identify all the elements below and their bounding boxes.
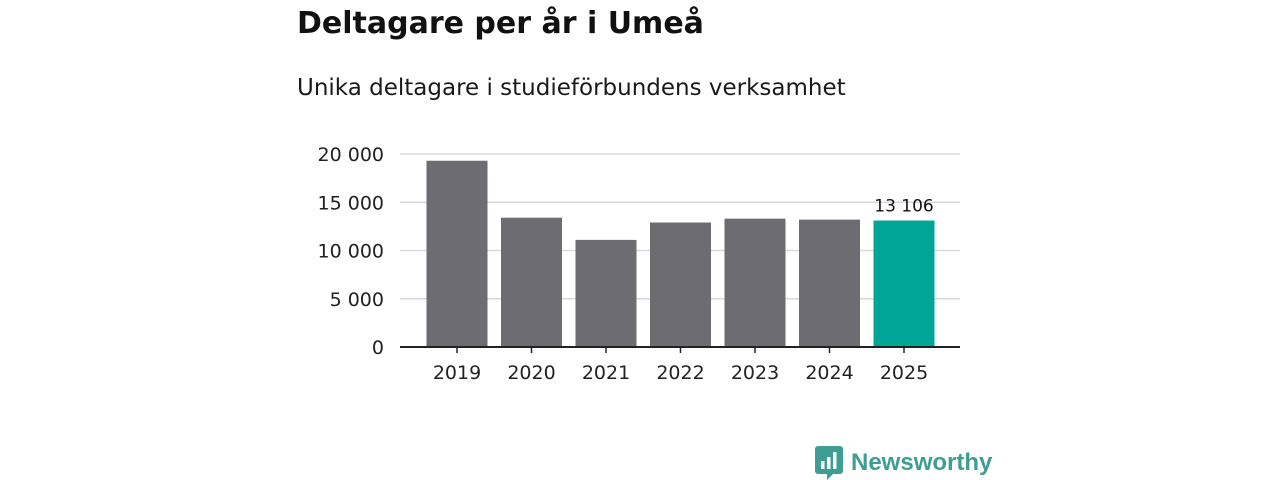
y-axis-ticks: 0 5 000 10 000 15 000 20 000 bbox=[318, 144, 384, 359]
y-tick-label: 15 000 bbox=[318, 192, 384, 214]
x-tick-label: 2024 bbox=[805, 362, 853, 384]
x-tick-label: 2020 bbox=[507, 362, 555, 384]
bar-2024[interactable] bbox=[799, 219, 860, 347]
bars bbox=[426, 160, 935, 347]
bar-2019[interactable] bbox=[426, 160, 488, 347]
newsworthy-logo[interactable]: Newsworthy bbox=[815, 446, 992, 480]
bar-2020[interactable] bbox=[501, 217, 562, 347]
bar-2023[interactable] bbox=[724, 218, 786, 347]
y-tick-label: 10 000 bbox=[318, 241, 384, 263]
bar-2025[interactable] bbox=[873, 220, 935, 347]
x-tick-label: 2025 bbox=[880, 362, 928, 384]
chart-title: Deltagare per år i Umeå bbox=[297, 6, 704, 41]
bar-2022[interactable] bbox=[650, 222, 711, 347]
y-tick-label: 20 000 bbox=[318, 144, 384, 166]
y-tick-label: 0 bbox=[372, 337, 384, 359]
chart-subtitle: Unika deltagare i studieförbundens verks… bbox=[297, 75, 846, 101]
data-label: 13 106 bbox=[874, 197, 933, 217]
x-tick-label: 2022 bbox=[656, 362, 704, 384]
newsworthy-logo-text: Newsworthy bbox=[851, 449, 993, 476]
x-axis-ticks: 2019 2020 2021 2022 2023 2024 2025 bbox=[433, 347, 928, 384]
newsworthy-logo-icon bbox=[815, 446, 843, 480]
x-tick-label: 2021 bbox=[582, 362, 630, 384]
data-labels: 13 106 bbox=[874, 197, 933, 217]
bar-2021[interactable] bbox=[575, 239, 637, 347]
x-tick-label: 2019 bbox=[433, 362, 481, 384]
y-tick-label: 5 000 bbox=[330, 289, 384, 311]
x-tick-label: 2023 bbox=[731, 362, 779, 384]
